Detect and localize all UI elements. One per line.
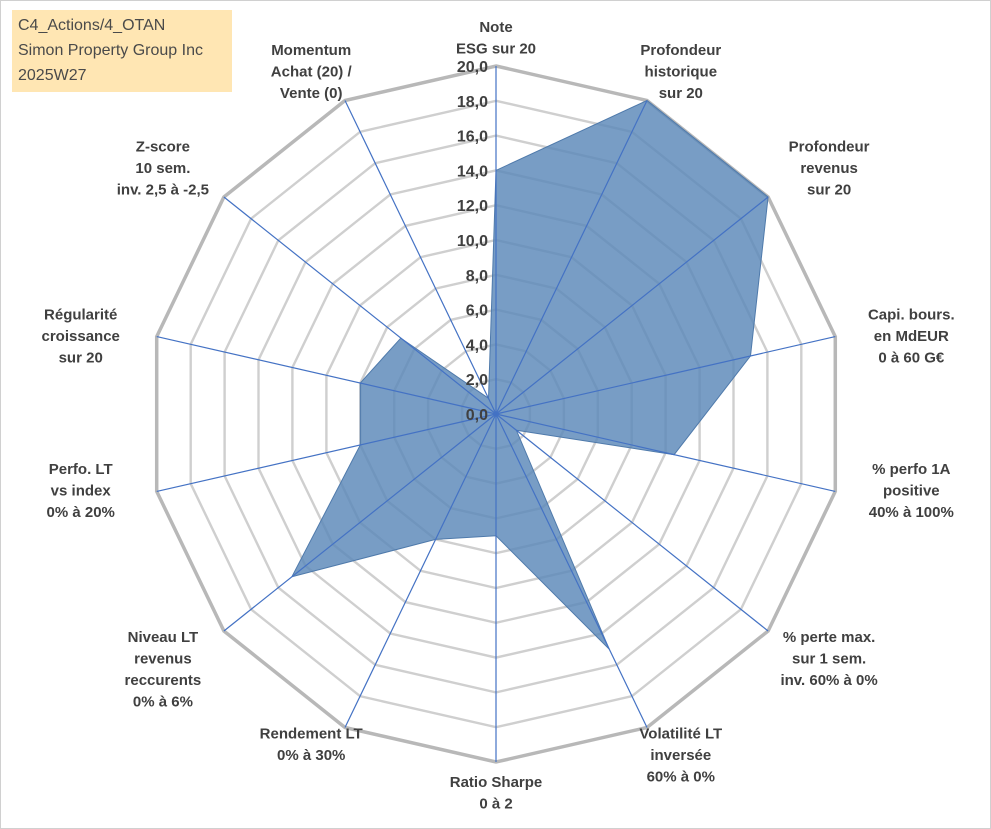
axis-spoke xyxy=(156,336,497,415)
axis-label-line: Note xyxy=(479,19,512,36)
r-tick-label: 16,0 xyxy=(457,129,488,146)
axis-label: Ratio Sharpe 0 à 2 xyxy=(450,774,543,813)
axis-label-line: Z-score xyxy=(136,139,190,156)
axis-label-line: Régularité xyxy=(44,306,117,323)
axis-label-line: 0 à 2 xyxy=(479,796,512,813)
axis-label-line: inv. 2,5 à -2,5 xyxy=(117,182,209,199)
axis-label-line: revenus xyxy=(800,160,858,177)
axis-label-line: inversée xyxy=(650,747,711,764)
title-line-2: Simon Property Group Inc xyxy=(18,42,203,59)
axis-label-line: 10 sem. xyxy=(135,160,190,177)
r-tick-label: 14,0 xyxy=(457,163,488,180)
axis-label-line: vs index xyxy=(51,483,112,500)
axis-labels: Note ESG sur 20 Profondeur historique sur 20… xyxy=(42,19,955,813)
axis-label-line: 0% à 6% xyxy=(133,694,193,711)
axis-label-line: 0% à 30% xyxy=(277,747,345,764)
axis-label-line: Niveau LT xyxy=(128,629,199,646)
axis-label: Capi. bours. en MdEUR 0 à 60 G€ xyxy=(868,306,955,366)
axis-label-line: % perfo 1A xyxy=(872,461,951,478)
r-tick-label: 6,0 xyxy=(466,303,488,320)
axis-label: % perfo 1A positive 40% à 100% xyxy=(869,461,954,521)
axis-label-line: Ratio Sharpe xyxy=(450,774,543,791)
axis-label-line: Achat (20) / xyxy=(271,64,353,81)
axis-spoke xyxy=(495,413,648,728)
r-tick-label: 10,0 xyxy=(457,233,488,250)
r-tick-label: 4,0 xyxy=(466,337,488,354)
axis-label: Perfo. LT vs index 0% à 20% xyxy=(47,461,115,521)
axis-label-line: 0% à 20% xyxy=(47,504,115,521)
axis-label-line: Rendement LT xyxy=(260,726,363,743)
axis-label: Rendement LT 0% à 30% xyxy=(260,726,363,765)
axis-label: Niveau LT revenus reccurents 0% à 6% xyxy=(125,629,202,711)
axis-spoke xyxy=(223,196,497,415)
axis-label-line: 40% à 100% xyxy=(869,504,954,521)
axis-label: Momentum Achat (20) / Vente (0) xyxy=(271,42,353,102)
axis-label-line: ESG sur 20 xyxy=(456,41,536,58)
axis-label-line: Profondeur xyxy=(789,139,870,156)
axis-spoke xyxy=(495,413,836,492)
chart-title-box: C4_Actions/4_OTAN Simon Property Group I… xyxy=(12,10,232,92)
axis-label-line: Volatilité LT xyxy=(639,726,722,743)
r-tick-label: 20,0 xyxy=(457,59,488,76)
axis-label-line: Vente (0) xyxy=(280,85,343,102)
r-tick-label: 12,0 xyxy=(457,198,488,215)
axis-label-line: Profondeur xyxy=(640,42,721,59)
axis-label-line: sur 20 xyxy=(659,85,703,102)
radar-spokes xyxy=(156,66,836,762)
axis-label-line: revenus xyxy=(134,651,192,668)
axis-label-line: croissance xyxy=(42,328,120,345)
axis-label-line: sur 20 xyxy=(807,182,851,199)
axis-label-line: sur 20 xyxy=(59,349,103,366)
axis-label-line: 0 à 60 G€ xyxy=(878,349,945,366)
axis-spoke xyxy=(156,413,497,492)
axis-spoke xyxy=(495,196,769,415)
r-tick-labels: 0,0 2,0 4,0 6,0 8,0 10,0 12,0 14,0 16,0 18,0 20,0 xyxy=(457,59,488,424)
axis-spoke xyxy=(495,336,836,415)
axis-label: Note ESG sur 20 xyxy=(456,19,536,58)
r-tick-label: 18,0 xyxy=(457,94,488,111)
title-line-3: 2025W27 xyxy=(18,67,87,84)
r-tick-label: 2,0 xyxy=(466,372,488,389)
axis-label-line: 60% à 0% xyxy=(647,769,715,786)
axis-label-line: Perfo. LT xyxy=(49,461,113,478)
r-tick-label: 0,0 xyxy=(466,407,488,424)
axis-spoke xyxy=(495,413,769,632)
axis-label-line: Capi. bours. xyxy=(868,306,955,323)
axis-label: Profondeur revenus sur 20 xyxy=(789,139,870,199)
axis-label: Régularité croissance sur 20 xyxy=(42,306,120,366)
axis-label-line: inv. 60% à 0% xyxy=(780,672,877,689)
r-tick-label: 8,0 xyxy=(466,268,488,285)
axis-spoke xyxy=(344,100,497,415)
axis-label: Profondeur historique sur 20 xyxy=(640,42,721,102)
axis-label: % perte max. sur 1 sem. inv. 60% à 0% xyxy=(780,629,877,689)
axis-spoke xyxy=(495,100,648,415)
axis-label-line: Momentum xyxy=(271,42,351,59)
axis-spoke xyxy=(344,413,497,728)
axis-label-line: sur 1 sem. xyxy=(792,651,866,668)
title-line-1: C4_Actions/4_OTAN xyxy=(18,17,166,34)
axis-label-line: en MdEUR xyxy=(874,328,949,345)
axis-label: Z-score 10 sem. inv. 2,5 à -2,5 xyxy=(117,139,209,199)
axis-spoke xyxy=(223,413,497,632)
axis-label-line: reccurents xyxy=(125,672,202,689)
axis-label-line: % perte max. xyxy=(783,629,876,646)
axis-label-line: historique xyxy=(645,64,718,81)
axis-label: Volatilité LT inversée 60% à 0% xyxy=(639,726,722,786)
axis-label-line: positive xyxy=(883,483,940,500)
